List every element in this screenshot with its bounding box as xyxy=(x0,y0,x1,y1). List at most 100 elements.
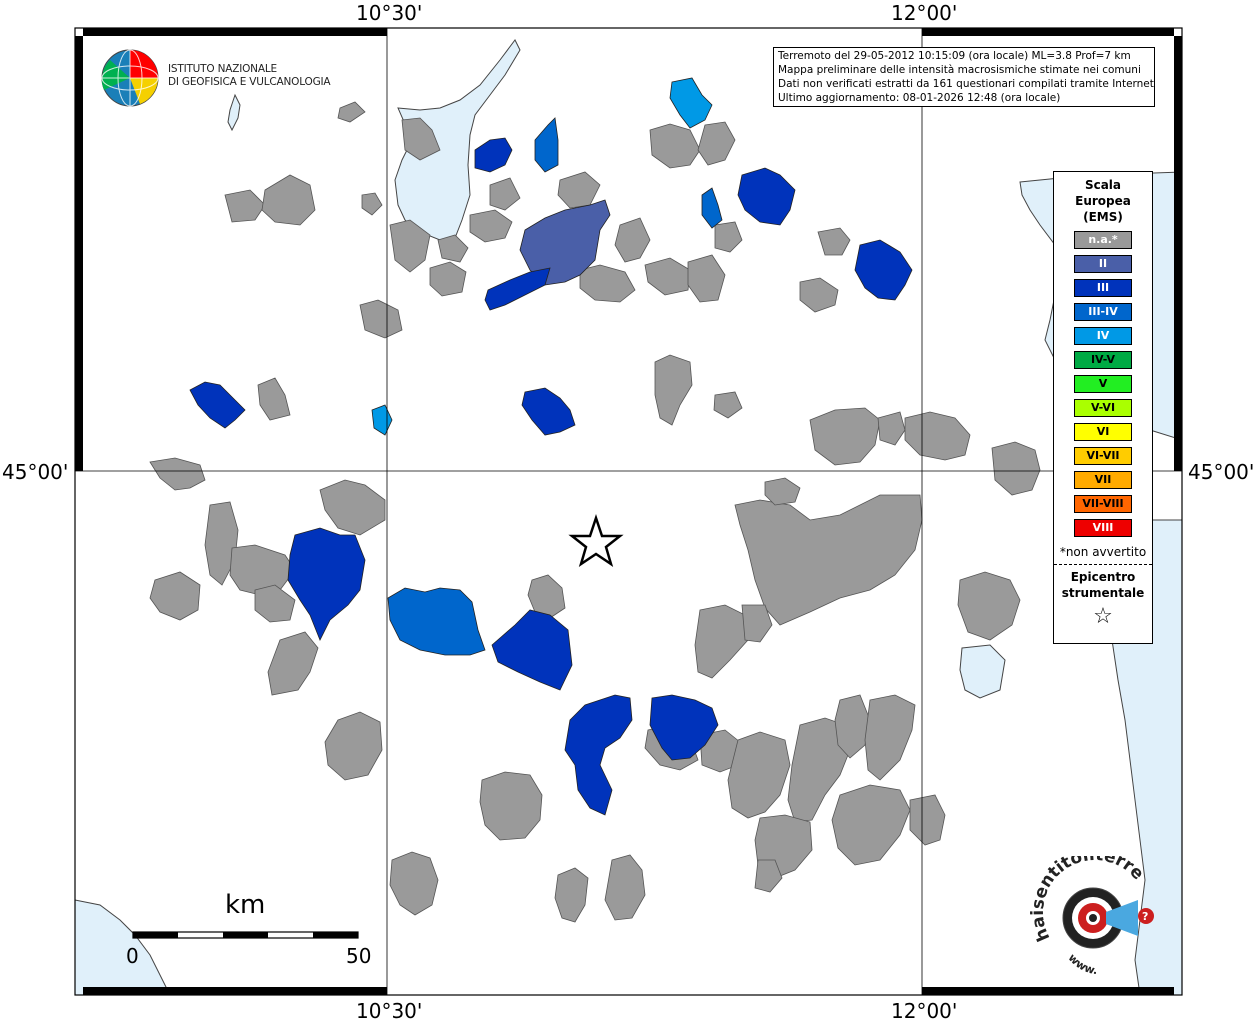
map-frame xyxy=(74,27,1183,996)
municipality xyxy=(401,117,441,161)
haisentito-megaphone-icon xyxy=(1106,900,1138,936)
legend-epicenter-line1: Epicentro xyxy=(1070,570,1136,584)
municipality xyxy=(854,239,913,301)
scale-bar xyxy=(132,931,359,939)
municipality xyxy=(149,571,201,621)
municipality xyxy=(479,771,543,841)
municipality xyxy=(834,694,871,759)
legend-item: III xyxy=(1074,279,1132,297)
coord-top-right: 12°00' xyxy=(891,1,958,25)
municipality xyxy=(521,387,576,436)
municipality xyxy=(817,227,851,256)
scale-max: 50 xyxy=(346,944,372,968)
epicenter-star-icon xyxy=(568,514,624,567)
municipality xyxy=(469,209,513,243)
event-info-box: Terremoto del 29-05-2012 10:15:09 (ora l… xyxy=(773,47,1155,107)
municipality xyxy=(877,411,906,446)
municipality xyxy=(727,731,791,819)
municipalities-iii-iv xyxy=(387,117,723,656)
municipality xyxy=(324,711,383,781)
scale-unit: km xyxy=(225,890,266,920)
municipality xyxy=(649,694,719,761)
municipality xyxy=(713,391,743,419)
municipality xyxy=(204,501,239,586)
legend-title-line3: (EMS) xyxy=(1083,210,1123,224)
legend-item: n.a.* xyxy=(1074,231,1132,249)
haisentito-question-icon xyxy=(1138,908,1154,924)
event-info-line3: Dati non verificati estratti da 161 ques… xyxy=(778,78,1155,90)
scale-min: 0 xyxy=(126,944,139,968)
municipality xyxy=(484,267,551,311)
municipality xyxy=(534,117,559,173)
municipality xyxy=(337,101,366,123)
municipality xyxy=(491,609,573,691)
legend-item: V-VI xyxy=(1074,399,1132,417)
legend-item: II xyxy=(1074,255,1132,273)
ingv-logo: ISTITUTO NAZIONALE DI GEOFISICA E VULCAN… xyxy=(100,48,331,110)
municipality xyxy=(649,123,701,169)
legend-item: IV xyxy=(1074,327,1132,345)
municipality xyxy=(737,167,796,226)
municipality xyxy=(957,571,1021,641)
haisentito-logo: ? haisentitoilterremoto.it www. xyxy=(1028,856,1154,976)
municipality xyxy=(287,527,366,641)
lake-iseo xyxy=(227,93,241,132)
municipality xyxy=(764,477,801,506)
municipality xyxy=(701,187,723,229)
municipality xyxy=(579,264,636,303)
legend-items: n.a.* II III III-IV IV IV-V V V-VI VI VI-VII VII VI… xyxy=(1054,231,1152,537)
coord-bottom-right: 12°00' xyxy=(891,999,958,1023)
ingv-logo-line2: DI GEOFISICA E VULCANOLOGIA xyxy=(168,76,331,88)
municipality xyxy=(319,479,386,536)
lake-garda xyxy=(394,39,521,241)
municipality xyxy=(437,234,469,263)
legend-item: VI xyxy=(1074,423,1132,441)
municipality xyxy=(669,77,713,129)
legend-title-line2: Europea xyxy=(1075,194,1131,208)
haisentito-www: www. xyxy=(1066,951,1099,976)
municipality xyxy=(799,277,839,313)
municipality xyxy=(694,604,749,679)
municipality xyxy=(389,219,431,273)
municipality xyxy=(831,784,911,866)
coord-left-lat: 45°00' xyxy=(2,460,69,484)
event-info-line1: Terremoto del 29-05-2012 10:15:09 (ora l… xyxy=(778,50,1131,62)
municipality xyxy=(654,354,693,426)
municipality xyxy=(149,457,206,491)
municipality xyxy=(734,494,923,626)
municipality xyxy=(604,854,646,921)
municipality xyxy=(644,257,691,296)
legend-item: VI-VII xyxy=(1074,447,1132,465)
event-info-line4: Ultimo aggiornamento: 08-01-2026 12:48 (… xyxy=(778,92,1061,104)
legend-star-icon: ☆ xyxy=(1093,604,1113,629)
map-area xyxy=(75,28,1182,995)
municipality xyxy=(267,631,319,696)
municipality xyxy=(527,574,566,619)
legend-title-line1: Scala xyxy=(1084,178,1122,192)
graticule xyxy=(75,28,1182,995)
municipality xyxy=(904,411,971,461)
municipality xyxy=(754,859,783,893)
municipality xyxy=(614,217,651,263)
legend-item: VIII xyxy=(1074,519,1132,537)
municipality xyxy=(809,407,881,466)
municipality xyxy=(564,694,633,816)
legend-item: V xyxy=(1074,375,1132,393)
municipality xyxy=(991,441,1041,496)
legend-epicenter-line2: strumentale xyxy=(1061,586,1145,600)
ingv-logo-line1: ISTITUTO NAZIONALE xyxy=(168,63,277,75)
municipality xyxy=(554,867,589,923)
legend-note: *non avvertito xyxy=(1059,545,1147,559)
ems-legend: Scala Europea (EMS) n.a.* II III III-IV IV IV… xyxy=(1053,171,1153,644)
legend-item: III-IV xyxy=(1074,303,1132,321)
legend-title: Scala Europea (EMS) xyxy=(1054,177,1152,225)
municipality xyxy=(361,192,383,216)
municipality xyxy=(389,851,439,916)
lagoon-comacchio xyxy=(959,644,1006,699)
legend-item: IV-V xyxy=(1074,351,1132,369)
municipality xyxy=(474,137,513,173)
coord-bottom-left: 10°30' xyxy=(356,999,423,1023)
ingv-logo-text: ISTITUTO NAZIONALE DI GEOFISICA E VULCAN… xyxy=(168,63,331,89)
municipality xyxy=(741,604,773,643)
